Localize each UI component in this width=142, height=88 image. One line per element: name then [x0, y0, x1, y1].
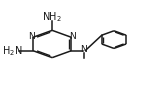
Text: NH$_2$: NH$_2$ [42, 10, 62, 24]
Text: N: N [69, 32, 76, 41]
Text: H$_2$N: H$_2$N [2, 44, 23, 58]
Text: N: N [80, 45, 87, 54]
Text: N: N [28, 32, 35, 41]
